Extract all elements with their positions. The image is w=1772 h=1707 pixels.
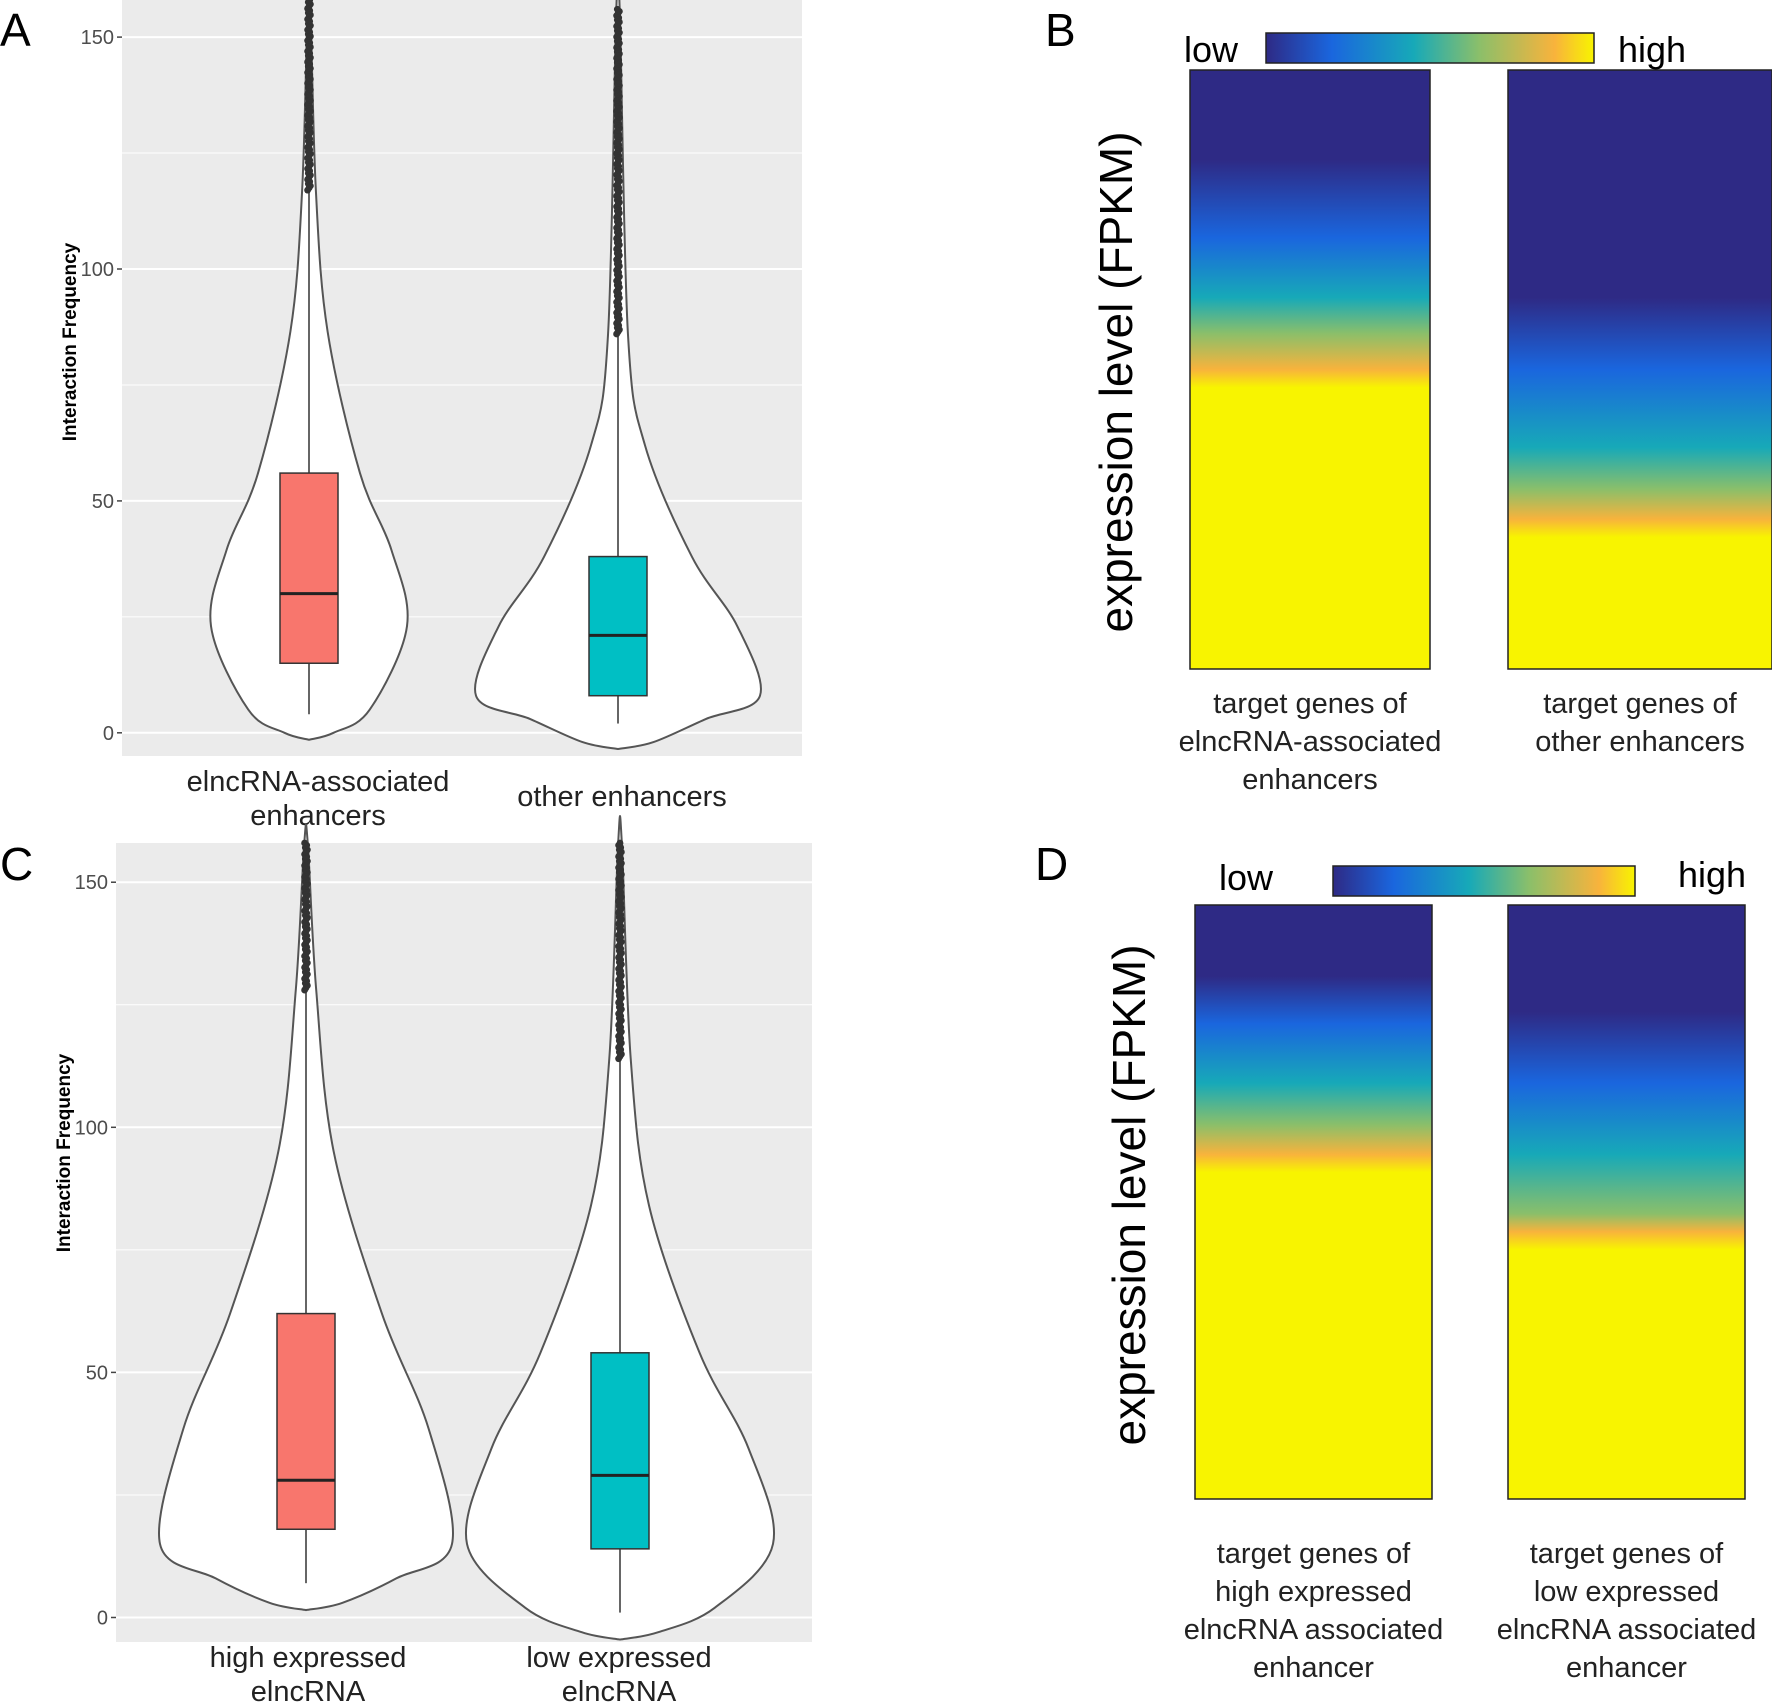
panel-c-high-expressed-elncrna-outliers	[301, 839, 311, 994]
panel-d-legend-low: low	[1219, 857, 1274, 898]
panel-d-target-genes-of-high-expressed-elncrna-associated-enhancer-column-label: enhancer	[1253, 1652, 1374, 1684]
panel-a-tick-label-50: 50	[92, 491, 114, 513]
panel-a-elncrna-associated-enhancers-outlier-point	[306, 0, 314, 4]
panel-c-high-expressed-elncrna-group	[158, 823, 454, 1612]
panel-a-other-enhancers-outlier-point	[613, 5, 621, 13]
panel-c-low-expressed-elncrna-category-label: low expressed	[526, 1642, 711, 1674]
panel-d-heatmap: expression level (FPKM) low high target …	[1103, 854, 1756, 1684]
panel-c-low-expressed-elncrna-box	[590, 1352, 650, 1550]
panel-a-elncrna-associated-enhancers-outliers	[304, 0, 314, 194]
panel-b-target-genes-of-elncrna-associated-enhancers-heat-column	[1189, 69, 1431, 670]
panel-a-other-enhancers-group	[474, 0, 762, 751]
panel-letter-c: C	[0, 838, 33, 890]
panel-d-target-genes-of-low-expressed-elncrna-associated-enhancer-column-label: elncRNA associated	[1497, 1614, 1757, 1646]
panel-b-target-genes-of-elncrna-associated-enhancers-column-label: target genes of	[1213, 688, 1407, 720]
panel-c-low-expressed-elncrna-category-label: elncRNA	[562, 1676, 677, 1707]
panel-d-target-genes-of-low-expressed-elncrna-associated-enhancer-column-label: target genes of	[1530, 1538, 1724, 1570]
panel-letter-b: B	[1045, 4, 1076, 56]
panel-d-color-scale-bar	[1332, 865, 1636, 897]
panel-c-high-expressed-elncrna-category-label: high expressed	[210, 1642, 407, 1674]
panel-c-low-expressed-elncrna-outliers	[615, 839, 625, 1063]
panel-d-legend-high: high	[1678, 854, 1746, 895]
panel-b-target-genes-of-other-enhancers-column-label: other enhancers	[1535, 726, 1745, 758]
panel-b-target-genes-of-elncrna-associated-enhancers-column-label: elncRNA-associated	[1179, 726, 1442, 758]
panel-d-target-genes-of-high-expressed-elncrna-associated-enhancer-heat-column	[1194, 904, 1433, 1500]
panel-a-other-enhancers-box	[588, 555, 648, 697]
panel-c-high-expressed-elncrna-box	[276, 1312, 336, 1531]
panel-d-target-genes-of-low-expressed-elncrna-associated-enhancer-column-label: low expressed	[1534, 1576, 1719, 1608]
panel-b-heatmap: expression level (FPKM) low high target …	[1090, 29, 1772, 796]
panel-d-target-genes-of-high-expressed-elncrna-associated-enhancer-column-label: target genes of	[1217, 1538, 1411, 1570]
panel-c-violin-chart: Interaction Frequency 0 50 100 150 high expr…	[54, 815, 812, 1707]
panel-b-ylabel: expression level (FPKM)	[1090, 131, 1142, 632]
panel-c-tick-label-0: 0	[97, 1607, 108, 1629]
panel-b-color-scale-bar	[1265, 32, 1595, 64]
panel-a-other-enhancers-outliers	[613, 5, 623, 338]
panel-a-elncrna-associated-enhancers-group	[209, 0, 409, 741]
panel-b-target-genes-of-other-enhancers-column-label: target genes of	[1543, 688, 1737, 720]
panel-c-tick-label-100: 100	[75, 1117, 108, 1139]
panel-a-elncrna-associated-enhancers-category-label: enhancers	[250, 800, 385, 832]
panel-d-target-genes-of-high-expressed-elncrna-associated-enhancer-column-label: elncRNA associated	[1184, 1614, 1444, 1646]
panel-c-high-expressed-elncrna-category-label: elncRNA	[251, 1676, 366, 1707]
panel-a-elncrna-associated-enhancers-category-label: elncRNA-associated	[187, 766, 450, 798]
panel-c-high-expressed-elncrna-outlier-point	[301, 839, 308, 847]
panel-d-target-genes-of-low-expressed-elncrna-associated-enhancer-heat-column	[1507, 904, 1746, 1500]
panel-letter-a: A	[0, 4, 31, 56]
panel-a-ylabel: Interaction Frequency	[60, 242, 81, 441]
panel-c-low-expressed-elncrna-outlier-point	[616, 839, 624, 847]
panel-c-tick-label-50: 50	[86, 1362, 108, 1384]
panel-b-target-genes-of-elncrna-associated-enhancers-column-label: enhancers	[1242, 764, 1377, 796]
panel-d-target-genes-of-high-expressed-elncrna-associated-enhancer-column-label: high expressed	[1215, 1576, 1412, 1608]
panel-a-violin-chart: Interaction Frequency 0 50 100 150 elncRNA-a…	[60, 0, 802, 832]
panel-letter-d: D	[1035, 838, 1068, 890]
panel-a-tick-label-100: 100	[81, 259, 114, 281]
panel-a-other-enhancers-category-label: other enhancers	[517, 781, 727, 813]
panel-b-legend-low: low	[1184, 29, 1239, 70]
panel-c-low-expressed-elncrna-group	[465, 815, 775, 1641]
panel-c-ylabel: Interaction Frequency	[54, 1053, 75, 1252]
panel-c-tick-label-150: 150	[75, 872, 108, 894]
panel-a-tick-label-0: 0	[103, 723, 114, 745]
panel-b-legend-high: high	[1618, 29, 1686, 70]
panel-a-elncrna-associated-enhancers-box	[279, 472, 339, 664]
panel-a-tick-label-150: 150	[81, 27, 114, 49]
panel-d-ylabel: expression level (FPKM)	[1103, 944, 1155, 1445]
panel-b-target-genes-of-other-enhancers-heat-column	[1507, 69, 1772, 670]
panel-d-target-genes-of-low-expressed-elncrna-associated-enhancer-column-label: enhancer	[1566, 1652, 1687, 1684]
